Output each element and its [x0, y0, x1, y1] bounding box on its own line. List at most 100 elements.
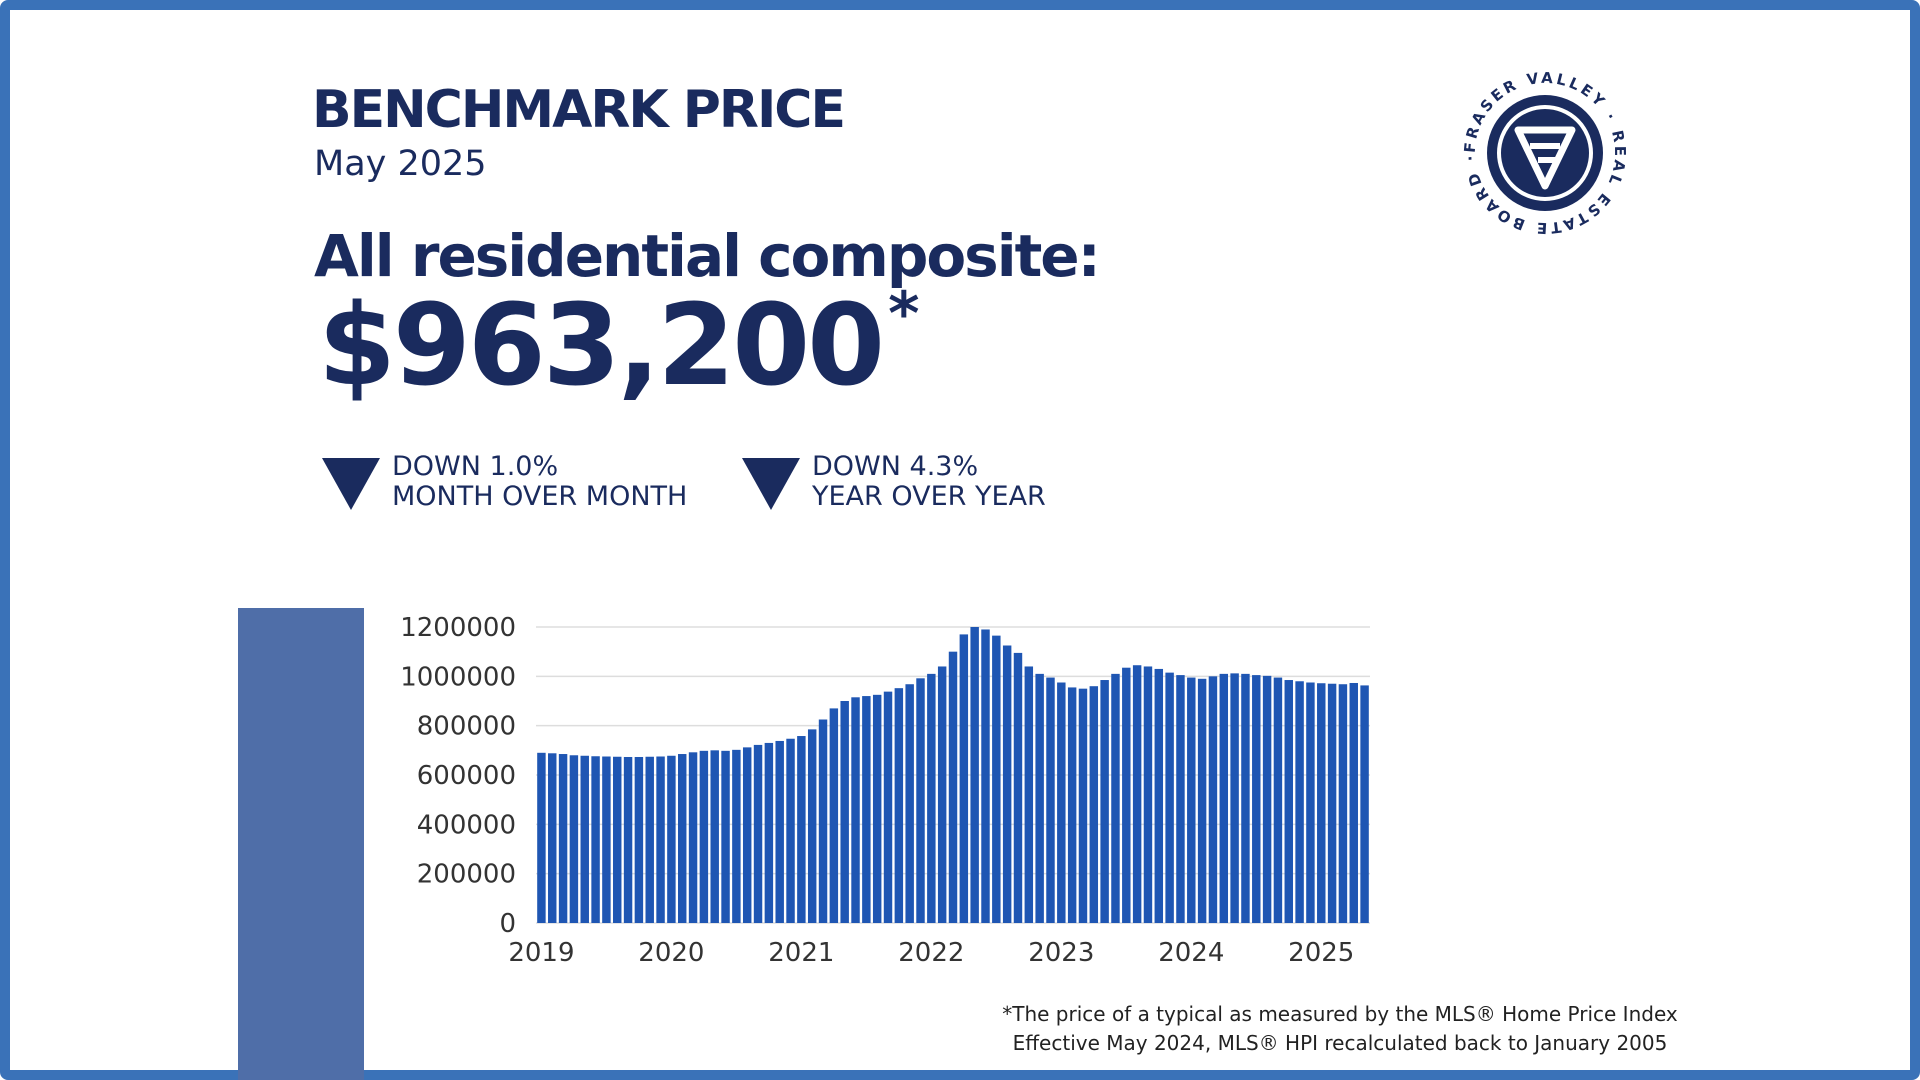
y-tick-label: 600000 [417, 761, 516, 791]
bar-2024-05 [1230, 673, 1239, 923]
bar-2022-03 [948, 651, 958, 923]
bar-2019-09 [623, 756, 633, 923]
bar-2020-08 [742, 747, 752, 923]
bar-2020-02 [678, 754, 687, 923]
bar-2023-08 [1132, 665, 1142, 923]
bar-2021-11 [905, 684, 914, 923]
bar-2023-01 [1057, 682, 1066, 923]
x-tick-label: 2025 [1288, 938, 1354, 968]
bar-2023-03 [1078, 688, 1088, 923]
y-tick-label: 1000000 [400, 662, 516, 692]
bar-2024-12 [1306, 682, 1315, 923]
bar-2020-07 [732, 749, 741, 923]
x-tick-label: 2024 [1158, 938, 1224, 968]
benchmark-price-chart: 120000010000008000006000004000002000000 … [400, 613, 1370, 968]
bar-2019-10 [634, 756, 644, 923]
bar-2023-12 [1176, 675, 1185, 923]
bar-2024-06 [1241, 673, 1250, 923]
bar-2023-06 [1111, 673, 1120, 923]
side-accent-panel [238, 608, 364, 1080]
x-axis: 2019 2020 2021 2022 2023 2024 2025 [508, 938, 1354, 968]
bar-2023-10 [1154, 668, 1164, 923]
footnote-line-2: Effective May 2024, MLS® HPI recalculate… [1012, 1031, 1668, 1055]
bar-2021-04 [829, 708, 839, 923]
bar-2023-11 [1165, 672, 1174, 923]
composite-label: All residential composite: [314, 222, 1101, 290]
price-value: $963,200 [318, 281, 885, 411]
bar-2022-09 [1013, 652, 1023, 923]
bar-2024-10 [1284, 680, 1293, 923]
y-tick-label: 0 [499, 909, 516, 939]
mom-change-value: DOWN 1.0% [392, 451, 559, 482]
bar-2019-12 [656, 756, 665, 923]
bar-2021-10 [894, 688, 904, 923]
bar-2019-03 [558, 754, 568, 923]
bar-2020-10 [764, 742, 774, 923]
x-tick-label: 2022 [898, 938, 964, 968]
bar-2019-11 [645, 756, 654, 923]
y-tick-label: 200000 [417, 860, 516, 890]
bar-2021-02 [807, 729, 817, 923]
bar-2024-07 [1252, 675, 1261, 923]
bar-2025-05 [1360, 685, 1369, 923]
year-over-year-change: DOWN 4.3% YEAR OVER YEAR [742, 452, 1142, 522]
bar-2019-07 [602, 756, 611, 923]
bar-2021-08 [872, 694, 882, 923]
chart-bars [537, 627, 1369, 923]
bar-2022-06 [981, 629, 990, 923]
bar-2022-01 [927, 673, 936, 923]
footnote-line-1: *The price of a typical as measured by t… [1002, 1002, 1678, 1026]
fv-emblem-icon: FRASER VALLEY · REAL ESTATE BOARD · [1461, 69, 1626, 238]
bar-2022-07 [992, 635, 1001, 923]
bar-2019-05 [580, 755, 589, 923]
bar-2020-05 [710, 750, 719, 923]
bar-2021-03 [818, 719, 828, 923]
mom-change-label: MONTH OVER MONTH [392, 481, 688, 512]
y-tick-label: 1200000 [400, 613, 516, 643]
bar-2020-01 [667, 755, 676, 923]
down-arrow-icon [742, 458, 800, 510]
x-tick-label: 2023 [1028, 938, 1094, 968]
bar-2020-12 [786, 738, 795, 923]
month-over-month-change: DOWN 1.0% MONTH OVER MONTH [322, 452, 722, 522]
bar-2021-09 [883, 691, 893, 923]
y-tick-label: 400000 [417, 810, 516, 840]
footnote: *The price of a typical as measured by t… [960, 1000, 1720, 1058]
bar-2019-02 [548, 753, 557, 923]
page-subtitle: May 2025 [314, 144, 487, 184]
bar-2022-02 [937, 666, 947, 923]
bar-2023-09 [1143, 666, 1153, 923]
x-tick-label: 2019 [508, 938, 574, 968]
bar-2019-01 [537, 752, 546, 923]
bar-2019-08 [613, 756, 622, 923]
bar-2024-03 [1208, 676, 1218, 923]
price-asterisk: * [888, 279, 919, 349]
yoy-change-value: DOWN 4.3% [812, 451, 979, 482]
bar-2025-04 [1349, 682, 1358, 923]
y-axis: 1200000 1000000 800000 600000 400000 200000 0 [400, 613, 516, 939]
page-title: BENCHMARK PRICE [312, 80, 846, 140]
bar-2024-08 [1262, 675, 1272, 923]
bar-2023-04 [1089, 686, 1099, 923]
bar-2024-11 [1295, 681, 1304, 923]
down-arrow-icon [322, 458, 380, 510]
bar-2025-03 [1338, 684, 1348, 923]
bar-2020-11 [775, 740, 784, 923]
bar-2024-09 [1273, 677, 1283, 923]
x-tick-label: 2020 [638, 938, 704, 968]
bar-2023-05 [1100, 680, 1109, 923]
bar-2022-11 [1035, 673, 1044, 923]
yoy-change-label: YEAR OVER YEAR [812, 481, 1046, 512]
bar-2025-02 [1327, 683, 1337, 923]
bar-2021-06 [851, 697, 860, 923]
bar-2024-04 [1219, 673, 1229, 923]
bar-2022-05 [970, 627, 979, 923]
bar-2020-09 [753, 744, 763, 923]
bar-2024-01 [1187, 677, 1196, 923]
bar-2021-12 [916, 678, 925, 923]
bar-2019-04 [569, 755, 579, 923]
y-tick-label: 800000 [417, 712, 516, 742]
bar-2023-07 [1122, 667, 1131, 923]
bar-2024-02 [1197, 678, 1207, 923]
bar-2022-08 [1002, 645, 1012, 923]
